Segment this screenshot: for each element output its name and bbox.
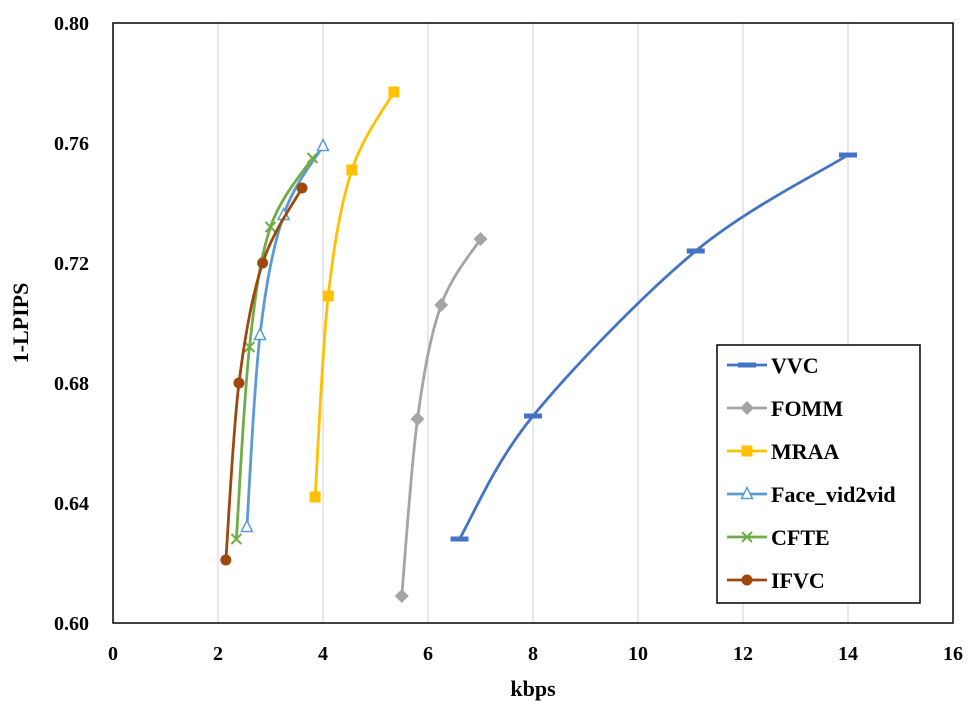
legend-label: FOMM: [771, 396, 843, 421]
series-ifvc: [220, 182, 308, 566]
series-line-cfte: [234, 157, 314, 540]
y-axis-title: 1-LPIPS: [8, 283, 33, 364]
series-line-face-vid2vid: [245, 145, 325, 528]
y-tick-label: 0.64: [54, 493, 89, 515]
series-vvc: [450, 152, 857, 542]
series-cfte: [230, 152, 319, 545]
data-point-mraa: [322, 290, 334, 302]
data-point-cfte: [264, 221, 277, 233]
legend-marker: [740, 401, 754, 415]
x-axis-title: kbps: [510, 676, 556, 701]
data-point-face-vid2vid: [316, 137, 330, 152]
data-point-cfte: [243, 341, 256, 353]
data-point-mraa: [346, 164, 358, 176]
x-tick-label: 4: [318, 643, 328, 665]
legend-marker: [741, 445, 753, 457]
legend: VVC FOMM MRAA Face_vid2vid CFTE IFVC: [716, 344, 921, 604]
x-tick-label: 14: [838, 643, 858, 665]
legend-marker: [741, 574, 753, 586]
y-tick-label: 0.76: [54, 133, 89, 155]
series-mraa: [309, 86, 400, 503]
series-fomm: [394, 232, 488, 603]
series-line-ifvc: [224, 187, 304, 561]
data-point-ifvc: [257, 257, 269, 269]
legend-label: Face_vid2vid: [771, 482, 896, 507]
series-layer: [220, 86, 857, 603]
data-point-vvc: [839, 152, 857, 158]
data-point-ifvc: [296, 182, 308, 194]
data-point-fomm: [410, 412, 425, 426]
legend-entry-ifvc: IFVC: [727, 568, 825, 593]
legend-label: MRAA: [771, 439, 840, 464]
legend-marker: [740, 485, 754, 500]
series-line-mraa: [313, 91, 396, 498]
plot-border: [112, 22, 954, 624]
data-point-ifvc: [233, 377, 245, 389]
x-tick-label: 6: [423, 643, 433, 665]
series-line-fomm: [400, 238, 482, 597]
x-tick-label: 0: [108, 643, 118, 665]
legend-entry-face-vid2vid: Face_vid2vid: [727, 482, 896, 507]
data-point-face-vid2vid: [240, 518, 254, 533]
y-tick-label: 0.60: [54, 613, 89, 635]
legend-entry-vvc: VVC: [727, 353, 819, 378]
data-point-fomm: [473, 232, 488, 246]
series-line-vvc: [458, 153, 849, 540]
x-tick-label: 12: [733, 643, 753, 665]
legend-entry-cfte: CFTE: [727, 525, 830, 550]
legend-label: CFTE: [771, 525, 830, 550]
legend-marker: [738, 362, 756, 368]
y-tick-label: 0.72: [54, 253, 89, 275]
legend-marker: [741, 531, 753, 543]
x-tick-label: 10: [628, 643, 648, 665]
legend-entry-mraa: MRAA: [727, 439, 840, 464]
data-point-mraa: [388, 86, 400, 98]
data-point-vvc: [524, 413, 542, 419]
data-point-vvc: [686, 248, 705, 254]
data-point-fomm: [434, 298, 449, 312]
legend-entry-fomm: FOMM: [727, 396, 843, 421]
legend-label: VVC: [771, 353, 819, 378]
data-point-fomm: [394, 589, 409, 603]
x-tick-labels: 0 2 4 6 8 10 12 14 16: [108, 643, 963, 665]
x-tick-label: 2: [213, 643, 223, 665]
y-tick-label: 0.68: [54, 373, 89, 395]
legend-label: IFVC: [771, 568, 825, 593]
data-point-cfte: [306, 152, 319, 164]
legend-box: [716, 344, 921, 604]
data-point-face-vid2vid: [253, 326, 267, 341]
x-tick-label: 16: [943, 643, 963, 665]
data-point-ifvc: [220, 554, 232, 566]
y-tick-labels: 0.60 0.64 0.68 0.72 0.76 0.80: [54, 13, 89, 635]
x-tick-label: 8: [528, 643, 538, 665]
data-point-cfte: [230, 533, 243, 545]
y-tick-label: 0.80: [54, 13, 89, 35]
data-point-vvc: [450, 536, 469, 542]
data-point-mraa: [309, 491, 321, 503]
